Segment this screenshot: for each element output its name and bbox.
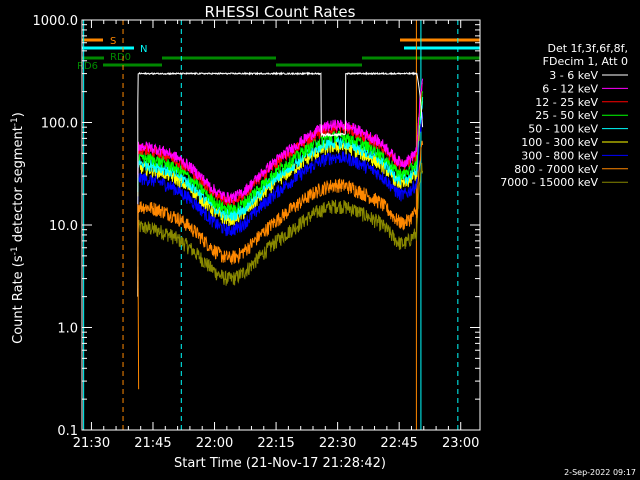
y-axis-label-end: ) xyxy=(11,112,26,117)
x-tick-label: 22:15 xyxy=(257,436,294,451)
y-axis-label-mid: detector segment xyxy=(11,126,26,246)
y-tick-label: 1.0 xyxy=(57,322,78,337)
series-spike xyxy=(137,204,140,390)
chart-title: RHESSI Count Rates xyxy=(205,3,356,21)
y-axis-label-main: Count Rate (s xyxy=(11,255,26,344)
series-line xyxy=(137,91,424,216)
y-tick-label: 1000.0 xyxy=(33,14,79,29)
legend-label: 50 - 100 keV xyxy=(528,123,598,136)
rd0-flag-label: RD0 xyxy=(110,52,131,63)
x-axis-label: Start Time (21-Nov-17 21:28:42) xyxy=(174,456,386,471)
s-flag-label: S xyxy=(110,36,116,47)
legend-label: 7000 - 15000 keV xyxy=(500,176,598,189)
y-axis-ticks: 0.1 1.0 10.0 100.0 1000.0 xyxy=(33,14,480,439)
x-tick-label: 22:00 xyxy=(196,436,233,451)
legend-label: 800 - 7000 keV xyxy=(514,163,598,176)
x-axis-ticks: 21:30 21:45 22:00 22:15 22:30 22:45 23:00 xyxy=(73,20,479,451)
series-line xyxy=(137,78,424,204)
x-tick-label: 21:30 xyxy=(73,436,110,451)
y-tick-label: 0.1 xyxy=(57,424,78,439)
legend-label: 3 - 6 keV xyxy=(549,69,598,82)
y-tick-label: 10.0 xyxy=(49,219,78,234)
legend-header-1: Det 1f,3f,6f,8f, xyxy=(547,42,628,55)
y-axis-label: Count Rate (s-1 detector segment-1) xyxy=(10,112,26,344)
legend-label: 6 - 12 keV xyxy=(542,82,598,95)
x-tick-label: 22:45 xyxy=(380,436,417,451)
footer-date: 2-Sep-2022 09:17 xyxy=(564,468,636,477)
y-tick-label: 100.0 xyxy=(41,117,78,132)
legend-label: 12 - 25 keV xyxy=(535,96,598,109)
series-layer xyxy=(137,71,424,390)
rd6-flag-label: RD6 xyxy=(77,61,98,72)
y-axis-label-sup2: -1 xyxy=(10,117,20,126)
n-flag-label: N xyxy=(140,44,147,55)
legend-label: 100 - 300 keV xyxy=(521,136,598,149)
y-axis-label-sup1: -1 xyxy=(10,246,20,255)
series-line xyxy=(137,140,424,297)
x-tick-label: 21:45 xyxy=(134,436,171,451)
legend-label: 300 - 800 keV xyxy=(521,149,598,162)
series-line xyxy=(137,101,424,227)
legend-header-2: FDecim 1, Att 0 xyxy=(543,55,628,68)
series-line xyxy=(137,112,424,237)
x-tick-label: 23:00 xyxy=(442,436,479,451)
series-line xyxy=(137,71,424,297)
legend-label: 25 - 50 keV xyxy=(535,109,598,122)
legend: Det 1f,3f,6f,8f, FDecim 1, Att 0 3 - 6 k… xyxy=(500,42,628,189)
x-tick-label: 22:30 xyxy=(319,436,356,451)
series-line xyxy=(137,96,424,221)
series-line xyxy=(137,162,424,297)
